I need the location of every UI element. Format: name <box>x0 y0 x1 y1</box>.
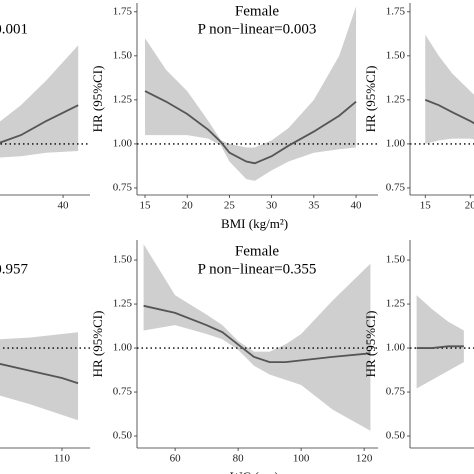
y-tick-label: 1.25 <box>386 93 406 105</box>
y-tick-label: 1.25 <box>113 93 133 105</box>
y-tick-label: 1.50 <box>386 49 406 61</box>
x-tick-label: 25 <box>224 200 236 212</box>
panel-subtitle: P non−linear=0.003 <box>198 21 317 37</box>
x-tick-label: 30 <box>266 200 278 212</box>
hr-curve <box>424 99 474 125</box>
y-tick-label: 1.25 <box>386 298 406 310</box>
y-tick-label: 1.00 <box>386 137 406 149</box>
ci-band <box>416 295 464 389</box>
panel-title: Female <box>235 243 279 259</box>
y-tick-label: 1.50 <box>113 49 133 61</box>
y-axis-label: HR (95%CI) <box>363 66 378 133</box>
panel-subtitle: 0.957 <box>0 261 29 277</box>
x-axis-label: WC (cm) <box>230 469 279 474</box>
panel: 0.50 0.75 1.00 1.25 1.50 HR (95%CI) <box>363 240 474 449</box>
x-tick-label: 120 <box>356 453 373 465</box>
hr-curve <box>0 363 79 385</box>
panel-title: Female <box>235 3 279 19</box>
x-tick-label: 15 <box>420 200 432 212</box>
ci-band <box>143 244 371 431</box>
panel-subtitle: P non−linear=0.355 <box>198 261 317 277</box>
x-tick-label: 60 <box>170 453 182 465</box>
y-tick-label: 1.50 <box>386 254 406 266</box>
y-axis-label: HR (95%CI) <box>90 311 105 378</box>
y-tick-label: 0.75 <box>113 181 133 193</box>
x-tick-label: 110 <box>54 453 71 465</box>
y-tick-label: 0.50 <box>386 430 406 442</box>
y-tick-label: 0.75 <box>113 386 133 398</box>
y-tick-label: 1.75 <box>113 5 133 17</box>
y-tick-label: 1.75 <box>386 5 406 17</box>
x-tick-label: 20 <box>465 200 474 212</box>
y-tick-label: 1.00 <box>113 137 133 149</box>
x-tick-label: 100 <box>293 453 310 465</box>
ci-band <box>425 34 474 144</box>
x-tick-label: 35 <box>308 200 320 212</box>
x-tick-label: 20 <box>182 200 194 212</box>
hr-curve <box>143 304 371 364</box>
y-tick-label: 0.75 <box>386 181 406 193</box>
x-tick-label: 80 <box>233 453 245 465</box>
panel: 0.75 1.00 1.25 1.50 1.75 15 20 25 30 35 40 Female P … <box>90 3 378 231</box>
y-tick-label: 1.50 <box>113 254 133 266</box>
panel: 40 0.001 <box>0 21 90 212</box>
hr-curve <box>144 90 357 165</box>
ci-band <box>0 332 79 421</box>
y-tick-label: 0.50 <box>113 430 133 442</box>
hr-curve <box>416 345 464 349</box>
y-axis-label: HR (95%CI) <box>90 66 105 133</box>
x-tick-label: 15 <box>140 200 152 212</box>
x-tick-label: 40 <box>58 200 70 212</box>
y-tick-label: 1.00 <box>386 342 406 354</box>
hr-curve <box>0 104 79 144</box>
panel: 0.75 1.00 1.25 1.50 1.75 15 20 HR (95%CI) <box>363 3 474 212</box>
ci-band <box>0 45 79 158</box>
panel-subtitle: 0.001 <box>0 21 28 37</box>
x-axis-label: BMI (kg/m²) <box>221 216 288 231</box>
y-tick-label: 1.25 <box>113 298 133 310</box>
y-axis-label: HR (95%CI) <box>363 311 378 378</box>
panel: 0.50 0.75 1.00 1.25 1.50 60 80 100 120 Female P no… <box>90 240 378 474</box>
x-tick-label: 40 <box>351 200 363 212</box>
y-tick-label: 0.75 <box>386 386 406 398</box>
y-tick-label: 1.00 <box>113 342 133 354</box>
panel: 110 0.957 <box>0 261 90 465</box>
